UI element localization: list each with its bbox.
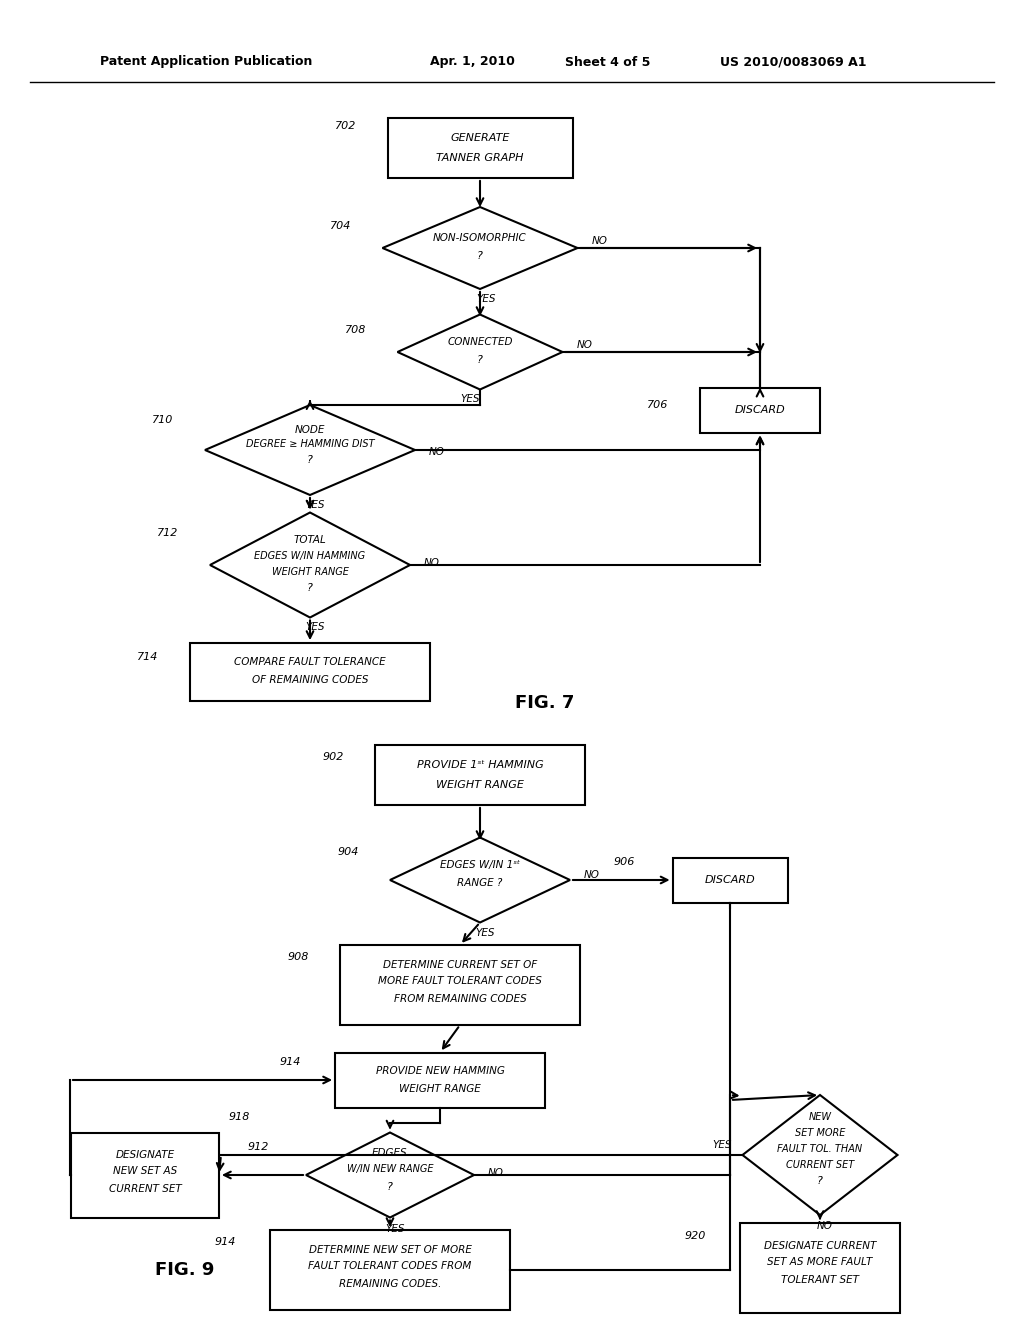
Text: NON-ISOMORPHIC: NON-ISOMORPHIC bbox=[433, 234, 527, 243]
Text: US 2010/0083069 A1: US 2010/0083069 A1 bbox=[720, 55, 866, 69]
Text: RANGE ?: RANGE ? bbox=[458, 878, 503, 888]
Text: Sheet 4 of 5: Sheet 4 of 5 bbox=[565, 55, 650, 69]
Text: 906: 906 bbox=[613, 857, 635, 867]
Bar bbox=[700, 388, 820, 433]
Text: NO: NO bbox=[488, 1168, 504, 1177]
Text: TOLERANT SET: TOLERANT SET bbox=[781, 1275, 859, 1284]
Text: FROM REMAINING CODES: FROM REMAINING CODES bbox=[393, 994, 526, 1005]
Polygon shape bbox=[390, 837, 570, 923]
Text: YES: YES bbox=[713, 1140, 732, 1150]
Text: FAULT TOL. THAN: FAULT TOL. THAN bbox=[777, 1144, 862, 1154]
Text: 706: 706 bbox=[647, 400, 669, 411]
Text: 710: 710 bbox=[153, 414, 174, 425]
Text: EDGES W/IN HAMMING: EDGES W/IN HAMMING bbox=[254, 550, 366, 561]
Text: 914: 914 bbox=[280, 1057, 301, 1067]
Text: NEW SET AS: NEW SET AS bbox=[113, 1166, 177, 1176]
Polygon shape bbox=[383, 207, 578, 289]
Text: ?: ? bbox=[387, 1181, 393, 1192]
Text: YES: YES bbox=[475, 928, 495, 939]
Polygon shape bbox=[210, 512, 410, 618]
Text: 904: 904 bbox=[337, 847, 358, 857]
Text: Patent Application Publication: Patent Application Publication bbox=[100, 55, 312, 69]
Text: 702: 702 bbox=[335, 121, 356, 131]
Text: WEIGHT RANGE: WEIGHT RANGE bbox=[436, 780, 524, 789]
Text: GENERATE: GENERATE bbox=[451, 133, 510, 143]
Text: MORE FAULT TOLERANT CODES: MORE FAULT TOLERANT CODES bbox=[378, 975, 542, 986]
Text: DESIGNATE: DESIGNATE bbox=[116, 1150, 174, 1160]
Text: YES: YES bbox=[305, 500, 325, 510]
Text: NEW: NEW bbox=[809, 1111, 831, 1122]
Text: FIG. 7: FIG. 7 bbox=[515, 694, 574, 711]
Text: WEIGHT RANGE: WEIGHT RANGE bbox=[271, 568, 348, 577]
Text: COMPARE FAULT TOLERANCE: COMPARE FAULT TOLERANCE bbox=[234, 657, 386, 667]
Bar bbox=[190, 643, 430, 701]
Bar bbox=[673, 858, 787, 903]
Bar bbox=[740, 1224, 900, 1313]
Text: FAULT TOLERANT CODES FROM: FAULT TOLERANT CODES FROM bbox=[308, 1261, 472, 1271]
Text: W/IN NEW RANGE: W/IN NEW RANGE bbox=[347, 1164, 433, 1173]
Text: FIG. 9: FIG. 9 bbox=[156, 1261, 215, 1279]
Text: NO: NO bbox=[577, 341, 593, 350]
Text: NO: NO bbox=[584, 870, 600, 880]
Text: EDGES W/IN 1ˢᵗ: EDGES W/IN 1ˢᵗ bbox=[440, 861, 520, 870]
Text: NO: NO bbox=[429, 447, 445, 457]
Text: NODE: NODE bbox=[295, 425, 326, 436]
Text: YES: YES bbox=[476, 294, 496, 304]
Text: ?: ? bbox=[477, 355, 483, 366]
Bar bbox=[340, 945, 580, 1026]
Text: OF REMAINING CODES: OF REMAINING CODES bbox=[252, 675, 369, 685]
Polygon shape bbox=[397, 314, 562, 389]
Text: 920: 920 bbox=[684, 1232, 706, 1241]
Bar bbox=[335, 1052, 545, 1107]
Text: NO: NO bbox=[592, 236, 607, 246]
Text: DISCARD: DISCARD bbox=[734, 405, 785, 414]
Text: 912: 912 bbox=[248, 1142, 268, 1152]
Text: YES: YES bbox=[460, 395, 480, 404]
Text: 918: 918 bbox=[228, 1111, 250, 1122]
Text: ?: ? bbox=[817, 1176, 823, 1185]
Text: 908: 908 bbox=[288, 952, 308, 962]
Text: 902: 902 bbox=[323, 752, 344, 762]
Text: EDGES: EDGES bbox=[372, 1148, 408, 1158]
Text: NO: NO bbox=[817, 1221, 833, 1232]
Text: DEGREE ≥ HAMMING DIST: DEGREE ≥ HAMMING DIST bbox=[246, 440, 375, 449]
Text: CURRENT SET: CURRENT SET bbox=[109, 1184, 181, 1195]
Text: WEIGHT RANGE: WEIGHT RANGE bbox=[399, 1084, 481, 1094]
Text: DETERMINE NEW SET OF MORE: DETERMINE NEW SET OF MORE bbox=[308, 1245, 471, 1255]
Text: PROVIDE NEW HAMMING: PROVIDE NEW HAMMING bbox=[376, 1067, 505, 1076]
Text: REMAINING CODES.: REMAINING CODES. bbox=[339, 1279, 441, 1290]
Bar bbox=[71, 1133, 219, 1217]
Text: SET MORE: SET MORE bbox=[795, 1129, 845, 1138]
Polygon shape bbox=[205, 405, 415, 495]
Text: 914: 914 bbox=[214, 1237, 236, 1247]
Text: 712: 712 bbox=[158, 528, 178, 539]
Text: DISCARD: DISCARD bbox=[705, 875, 756, 884]
Text: CONNECTED: CONNECTED bbox=[447, 337, 513, 347]
Text: 708: 708 bbox=[345, 325, 367, 335]
Bar bbox=[387, 117, 572, 178]
Text: Apr. 1, 2010: Apr. 1, 2010 bbox=[430, 55, 515, 69]
Text: ?: ? bbox=[477, 251, 483, 261]
Bar bbox=[270, 1230, 510, 1309]
Text: ?: ? bbox=[307, 583, 313, 593]
Text: NO: NO bbox=[424, 558, 440, 568]
Text: ?: ? bbox=[307, 455, 313, 465]
Text: YES: YES bbox=[385, 1224, 404, 1233]
Text: DETERMINE CURRENT SET OF: DETERMINE CURRENT SET OF bbox=[383, 960, 538, 970]
Text: 714: 714 bbox=[137, 652, 159, 663]
Text: 704: 704 bbox=[330, 220, 351, 231]
Bar bbox=[375, 744, 585, 805]
Polygon shape bbox=[742, 1096, 897, 1214]
Text: TOTAL: TOTAL bbox=[294, 535, 327, 545]
Text: YES: YES bbox=[305, 623, 325, 632]
Polygon shape bbox=[306, 1133, 474, 1217]
Text: TANNER GRAPH: TANNER GRAPH bbox=[436, 153, 523, 162]
Text: CURRENT SET: CURRENT SET bbox=[785, 1160, 854, 1170]
Text: PROVIDE 1ˢᵗ HAMMING: PROVIDE 1ˢᵗ HAMMING bbox=[417, 760, 544, 770]
Text: SET AS MORE FAULT: SET AS MORE FAULT bbox=[767, 1257, 872, 1267]
Text: DESIGNATE CURRENT: DESIGNATE CURRENT bbox=[764, 1241, 877, 1251]
